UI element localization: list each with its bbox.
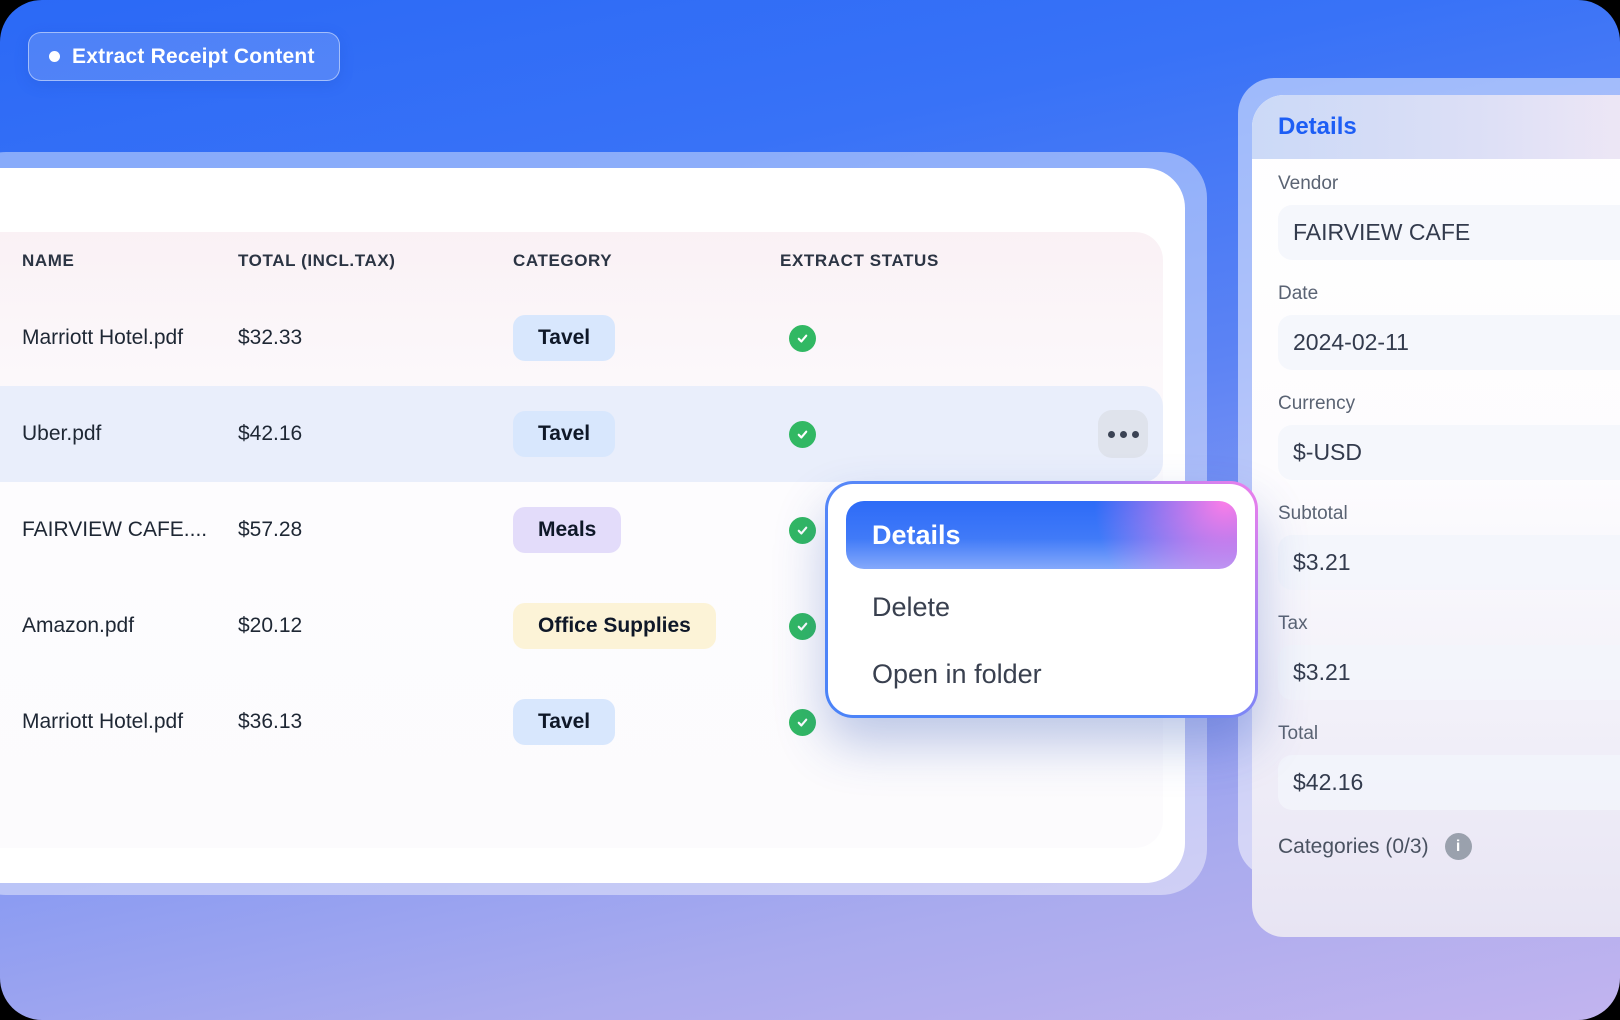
category-badge: Office Supplies	[513, 603, 716, 649]
extract-receipt-button[interactable]: Extract Receipt Content	[28, 32, 340, 81]
category-badge: Meals	[513, 507, 622, 553]
date-input[interactable]: 2024-02-11	[1278, 315, 1620, 370]
row-total: $32.33	[238, 326, 303, 349]
file-name: Amazon.pdf	[22, 614, 135, 637]
ellipsis-icon	[1107, 430, 1115, 438]
menu-item-open-in-folder[interactable]: Open in folder	[872, 659, 1042, 689]
category-badge: Tavel	[513, 411, 616, 457]
context-menu: Details Delete Open in folder	[825, 481, 1258, 718]
success-check-icon	[789, 324, 816, 352]
field-subtotal: Subtotal $3.21	[1278, 503, 1620, 590]
column-header-extract-status: EXTRACT STATUS	[780, 251, 939, 270]
field-date: Date 2024-02-11	[1278, 283, 1620, 370]
tax-input[interactable]: $3.21	[1278, 645, 1620, 700]
categories-row: Categories (0/3) i	[1252, 833, 1620, 860]
row-more-actions-button[interactable]	[1098, 410, 1148, 458]
table-row[interactable]: Amazon.pdf $20.12 Office Supplies	[0, 578, 1163, 674]
field-label: Vendor	[1278, 173, 1339, 194]
menu-item-details[interactable]: Details	[846, 501, 1237, 569]
field-label: Tax	[1278, 613, 1308, 634]
table-header-row: NAME TOTAL (INCL.TAX) CATEGORY EXTRACT S…	[0, 232, 1163, 290]
vendor-input[interactable]: FAIRVIEW CAFE	[1278, 205, 1620, 260]
categories-label: Categories (0/3)	[1278, 834, 1429, 858]
file-name: Marriott Hotel.pdf	[22, 326, 184, 349]
table-row[interactable]: FAIRVIEW CAFE.... $57.28 Meals	[0, 482, 1163, 578]
field-label: Currency	[1278, 393, 1356, 414]
column-header-total: TOTAL (INCL.TAX)	[238, 251, 396, 270]
column-header-name: NAME	[22, 251, 75, 270]
row-total: $57.28	[238, 518, 303, 541]
currency-input[interactable]: $-USD	[1278, 425, 1620, 480]
table-row[interactable]: Marriott Hotel.pdf $36.13 Tavel	[0, 674, 1163, 770]
info-icon[interactable]: i	[1444, 833, 1472, 860]
details-panel: Details Vendor FAIRVIEW CAFE Date 2024-0…	[1252, 95, 1620, 937]
category-badge: Tavel	[513, 315, 616, 361]
column-header-category: CATEGORY	[513, 251, 613, 270]
success-check-icon	[789, 420, 816, 448]
field-tax: Tax $3.21	[1278, 613, 1620, 700]
ellipsis-icon	[1119, 430, 1127, 438]
extract-receipt-label: Extract Receipt Content	[72, 44, 315, 68]
field-label: Subtotal	[1278, 503, 1348, 524]
success-check-icon	[789, 708, 816, 736]
field-label: Date	[1278, 283, 1319, 304]
field-label: Total	[1278, 723, 1319, 744]
success-check-icon	[789, 516, 816, 544]
file-name: FAIRVIEW CAFE....	[22, 518, 208, 541]
status-dot-icon	[49, 51, 60, 62]
table-row[interactable]: Marriott Hotel.pdf $32.33 Tavel	[0, 290, 1163, 386]
field-currency: Currency $-USD	[1278, 393, 1620, 480]
row-total: $36.13	[238, 710, 303, 733]
menu-item-delete[interactable]: Delete	[872, 592, 951, 622]
row-total: $20.12	[238, 614, 303, 637]
file-name: Uber.pdf	[22, 422, 102, 445]
field-total: Total $42.16	[1278, 723, 1620, 810]
details-panel-title: Details	[1278, 113, 1357, 140]
category-badge: Tavel	[513, 699, 616, 745]
table-row[interactable]: Uber.pdf $42.16 Tavel	[0, 386, 1163, 482]
details-panel-header: Details	[1252, 95, 1620, 159]
file-name: Marriott Hotel.pdf	[22, 710, 184, 733]
ellipsis-icon	[1131, 430, 1139, 438]
field-vendor: Vendor FAIRVIEW CAFE	[1278, 173, 1620, 260]
total-input[interactable]: $42.16	[1278, 755, 1620, 810]
subtotal-input[interactable]: $3.21	[1278, 535, 1620, 590]
success-check-icon	[789, 612, 816, 640]
row-total: $42.16	[238, 422, 303, 445]
